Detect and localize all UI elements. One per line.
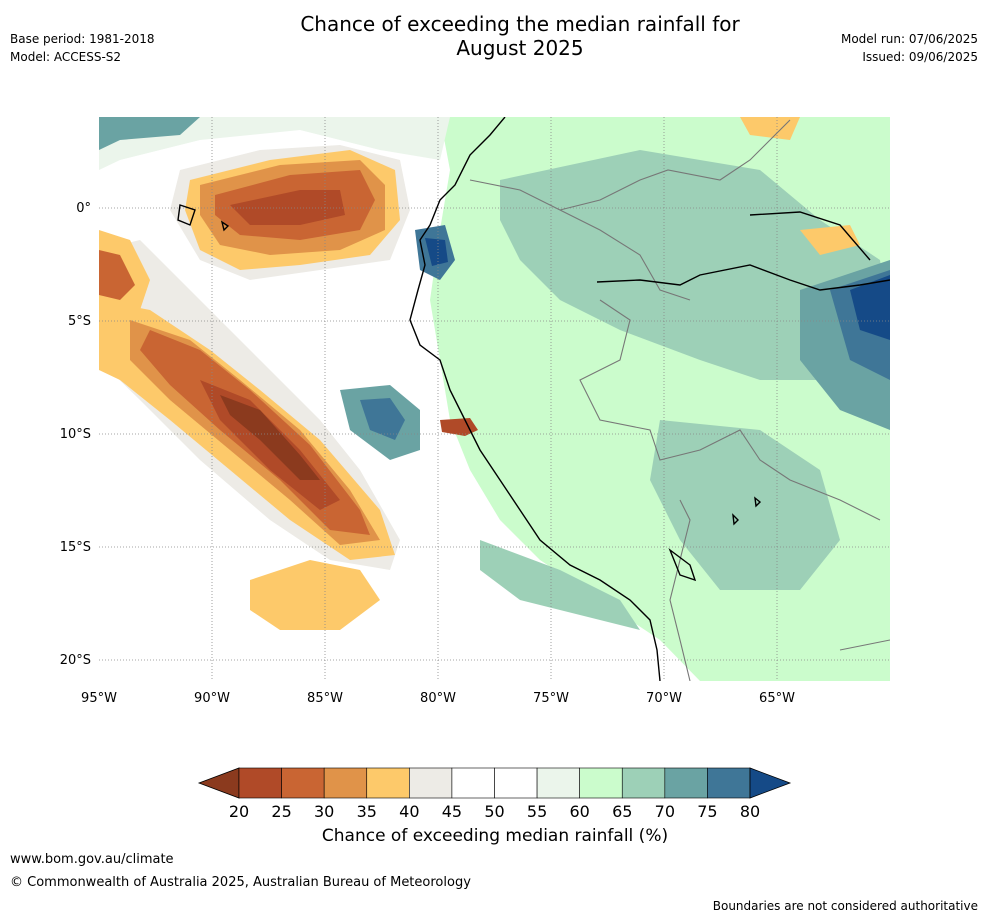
- colorbar-segment: [494, 767, 538, 799]
- colorbar-segment: [409, 767, 453, 799]
- colorbar-segment: [366, 767, 410, 799]
- field-70-75-nw: [99, 117, 200, 150]
- colorbar-tick-label: 75: [697, 802, 717, 821]
- colorbar-tick-label: 45: [442, 802, 462, 821]
- footer-note: Boundaries are not considered authoritat…: [712, 899, 978, 913]
- colorbar-segment: [536, 767, 580, 799]
- colorbar-tick-label: 60: [569, 802, 589, 821]
- field-55-60-north: [99, 117, 450, 170]
- field-35-40-south: [250, 560, 380, 630]
- colorbar-segment: [621, 767, 666, 799]
- field-20-25-north: [230, 190, 345, 225]
- colorbar-segment: [238, 767, 282, 799]
- colorbar-segment: [664, 767, 708, 799]
- lon-tick: 80°W: [420, 691, 456, 706]
- field-75-80-offshore: [360, 398, 405, 440]
- field-20-25-coastal-spot: [440, 418, 478, 436]
- graticule: [99, 117, 890, 681]
- issued-date: Issued: 09/06/2025: [862, 50, 978, 64]
- field-under20-dryband: [220, 395, 320, 480]
- colorbar-tick-label: 65: [612, 802, 632, 821]
- lon-tick: 85°W: [307, 691, 343, 706]
- colorbar-title: Chance of exceeding median rainfall (%): [321, 826, 669, 846]
- lon-tick: 90°W: [194, 691, 230, 706]
- colorbar-segment: [323, 767, 368, 799]
- map-field: [99, 117, 890, 681]
- field-over80-east: [850, 275, 890, 340]
- colorbar-tick-label: 55: [527, 802, 547, 821]
- map-title: Chance of exceeding the median rainfall …: [0, 12, 988, 60]
- coastline: [177, 117, 890, 681]
- colorbar-segment: [707, 767, 751, 799]
- lon-tick: 70°W: [646, 691, 682, 706]
- title-line-2: August 2025: [456, 36, 584, 60]
- lat-tick: 15°S: [60, 540, 91, 555]
- model-run-date: Model run: 07/06/2025: [840, 32, 978, 46]
- lon-tick: 65°W: [759, 691, 795, 706]
- latitude-labels: 0° 5°S 10°S 15°S 20°S: [60, 201, 91, 668]
- colorbar-tick-label: 70: [655, 802, 675, 821]
- field-65-70-amazon: [500, 150, 890, 380]
- base-period: Base period: 1981-2018: [10, 32, 155, 46]
- colorbar-tick-label: 30: [314, 802, 334, 821]
- colorbar-tick-label: 20: [229, 802, 249, 821]
- lon-tick: 95°W: [81, 691, 117, 706]
- field-35-40-ne-corner: [740, 117, 800, 140]
- field-65-70-south: [650, 420, 840, 590]
- colorbar-tick-label: 25: [271, 802, 291, 821]
- country-boundaries: [469, 119, 890, 681]
- colorbar-segment: [451, 767, 495, 799]
- footer-copyright: © Commonwealth of Australia 2025, Austra…: [10, 875, 471, 890]
- colorbar-segment: [281, 767, 325, 799]
- field-over80-coast: [425, 238, 448, 266]
- footer-url: www.bom.gov.au/climate: [10, 852, 174, 867]
- field-35-40-ne: [800, 225, 860, 255]
- colorbar-tick-label: 50: [484, 802, 504, 821]
- lat-tick: 5°S: [68, 314, 91, 329]
- colorbar-segment: [579, 767, 623, 799]
- colorbar-tick-label: 80: [740, 802, 760, 821]
- lon-tick: 75°W: [533, 691, 569, 706]
- header-metadata-right: Model run: 07/06/2025 Issued: 09/06/2025: [841, 30, 978, 66]
- colorbar-tick-label: 40: [399, 802, 419, 821]
- model-name: Model: ACCESS-S2: [10, 50, 122, 64]
- header-metadata-left: Base period: 1981-2018 Model: ACCESS-S2: [10, 30, 155, 66]
- lat-tick: 0°: [76, 201, 91, 216]
- field-25-30-west: [99, 250, 135, 300]
- longitude-labels: 95°W 90°W 85°W 80°W 75°W 70°W 65°W: [81, 691, 795, 706]
- lat-tick: 10°S: [60, 427, 91, 442]
- field-65-70-coastal-band: [480, 540, 640, 630]
- colorbar-extend-high: [749, 767, 792, 799]
- colorbar: 20 25 30 35 40 45 50 55 60 65 70 75 80: [197, 767, 792, 821]
- title-line-1: Chance of exceeding the median rainfall …: [300, 12, 740, 36]
- colorbar-tick-label: 35: [357, 802, 377, 821]
- lat-tick: 20°S: [60, 653, 91, 668]
- colorbar-extend-low: [197, 767, 240, 799]
